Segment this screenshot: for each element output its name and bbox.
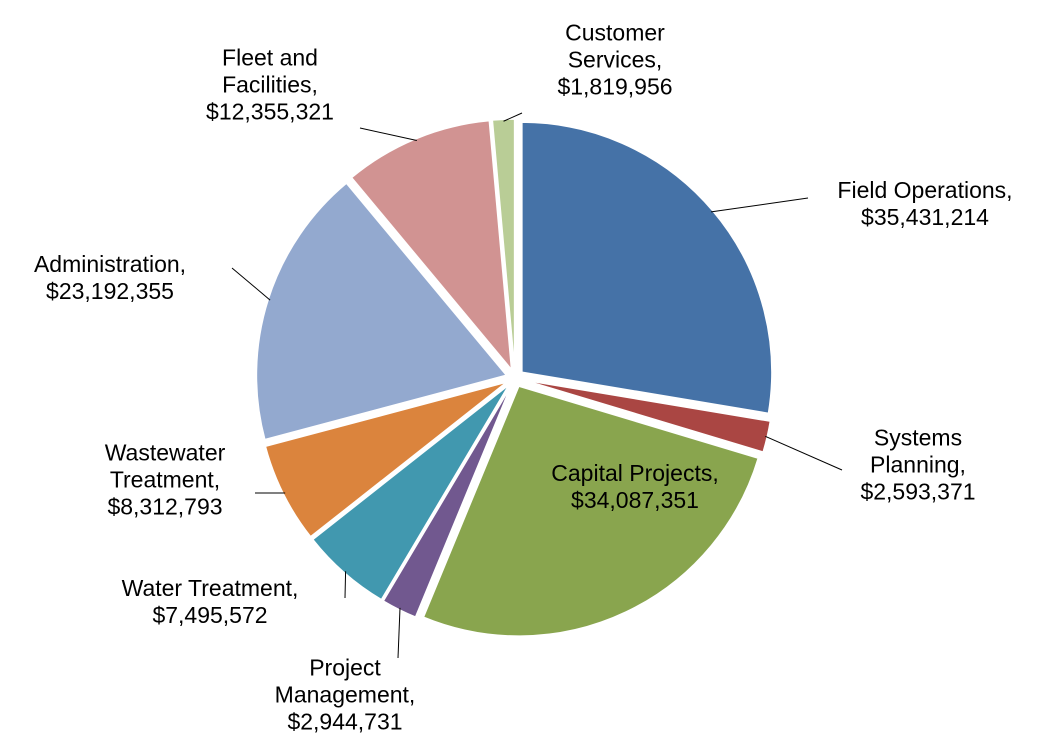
pie-slice: [382, 385, 512, 619]
value-label: $1,819,956: [557, 73, 673, 100]
leader-line: [344, 571, 347, 599]
leader-line: [503, 112, 523, 122]
data-label: Field Operations, $35,431,214: [805, 177, 1045, 231]
category-label: Customer Services,: [565, 19, 665, 73]
data-label: Water Treatment, $7,495,572: [85, 575, 335, 629]
category-label: Administration,: [33, 251, 187, 277]
value-label: $35,431,214: [861, 204, 989, 230]
pie-slice: [491, 118, 516, 370]
data-label: Fleet and Facilities, $12,355,321: [175, 45, 365, 126]
pie-slice: [264, 381, 508, 538]
value-label: $2,593,371: [860, 478, 976, 505]
data-label: Wastewater Treatment, $8,312,793: [65, 440, 265, 521]
category-label: Systems Planning,: [870, 424, 966, 478]
category-label: Wastewater Treatment,: [104, 439, 226, 493]
leader-line: [711, 197, 809, 213]
leader-line: [231, 267, 271, 301]
data-label: Systems Planning, $2,593,371: [833, 425, 1003, 506]
value-label: $34,087,351: [571, 487, 699, 513]
category-label: Field Operations,: [837, 177, 1013, 203]
leader-line: [397, 607, 401, 659]
data-label: Administration, $23,192,355: [0, 251, 220, 305]
pie-slice: [422, 385, 760, 637]
leader-line: [359, 127, 417, 141]
category-label: Capital Projects,: [551, 460, 719, 486]
leader-line: [765, 435, 843, 471]
value-label: $12,355,321: [206, 98, 334, 125]
data-label: Project Management, $2,944,731: [245, 655, 445, 736]
data-label: Capital Projects, $34,087,351: [515, 460, 755, 514]
value-label: $23,192,355: [46, 278, 174, 304]
category-label: Fleet and Facilities,: [222, 44, 318, 98]
pie-slice: [311, 384, 510, 601]
value-label: $7,495,572: [152, 602, 268, 628]
category-label: Water Treatment,: [121, 575, 299, 601]
category-label: Project Management,: [274, 654, 416, 708]
data-label: Customer Services, $1,819,956: [520, 20, 710, 101]
pie-slice: [350, 119, 513, 373]
pie-slice: [255, 182, 508, 441]
value-label: $2,944,731: [287, 708, 403, 735]
pie-slice: [521, 121, 773, 415]
value-label: $8,312,793: [107, 493, 223, 520]
